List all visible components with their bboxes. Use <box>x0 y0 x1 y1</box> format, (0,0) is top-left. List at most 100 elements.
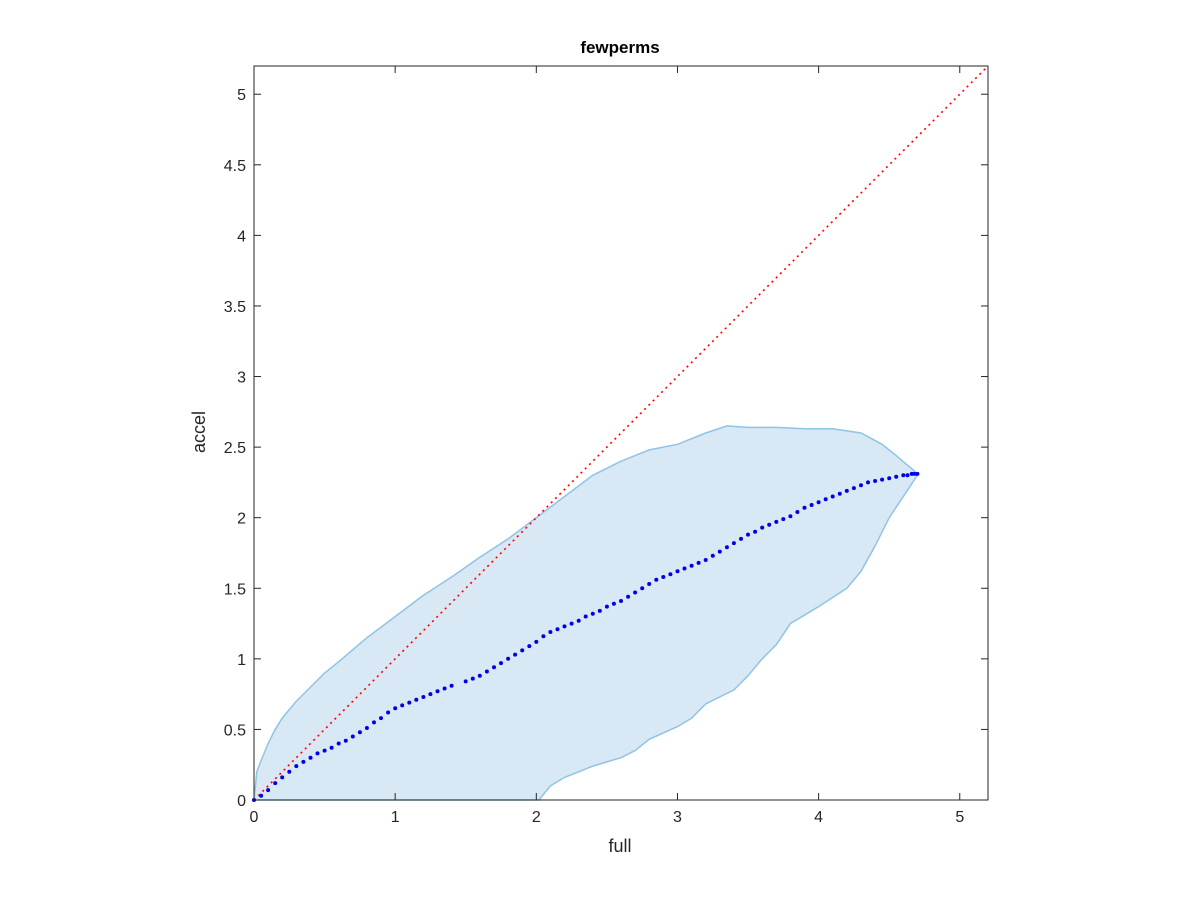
y-tick-label: 3 <box>237 370 246 387</box>
data-point <box>915 471 920 476</box>
data-point <box>541 634 546 639</box>
data-point <box>746 532 750 537</box>
data-point <box>379 716 383 721</box>
data-point <box>640 586 645 591</box>
data-point <box>576 618 581 623</box>
x-tick-label: 2 <box>532 809 541 826</box>
data-point <box>619 599 623 603</box>
y-tick-label: 0 <box>237 793 246 810</box>
data-point <box>350 734 355 739</box>
data-point <box>435 689 440 694</box>
data-point <box>912 471 917 476</box>
data-point <box>527 644 532 649</box>
y-tick-label: 2 <box>237 511 246 528</box>
data-point <box>308 755 313 760</box>
data-point <box>463 679 468 684</box>
data-point <box>647 582 652 586</box>
axes-box <box>253 65 989 801</box>
data-point <box>844 488 849 493</box>
y-tick-label: 1.5 <box>224 581 246 598</box>
chart-title: fewperms <box>580 38 659 57</box>
data-point <box>534 639 539 644</box>
data-point <box>414 697 419 702</box>
data-point <box>753 529 758 534</box>
data-point <box>287 769 292 774</box>
y-axis-label: accel <box>189 411 209 453</box>
data-point <box>343 738 348 743</box>
y-tick-label: 4 <box>237 228 246 245</box>
y-tick-label: 1 <box>237 652 246 669</box>
data-point <box>894 474 899 479</box>
data-point <box>873 479 878 483</box>
data-point <box>421 695 426 699</box>
x-tick-label: 1 <box>391 809 400 826</box>
x-axis-ticks: 0 1 2 3 4 5 <box>250 66 964 826</box>
data-point <box>633 590 638 595</box>
data-point <box>668 572 673 577</box>
data-point <box>555 627 560 632</box>
data-point <box>816 500 821 505</box>
data-point <box>760 525 765 530</box>
data-point <box>696 560 701 565</box>
data-point <box>280 775 285 780</box>
data-point <box>887 476 892 481</box>
data-point <box>590 611 595 616</box>
data-point <box>400 703 405 708</box>
data-point <box>386 710 391 715</box>
data-point <box>675 569 680 574</box>
data-point <box>372 720 376 725</box>
data-point <box>506 656 511 661</box>
data-point <box>788 514 793 519</box>
data-point <box>717 549 722 554</box>
data-point <box>442 686 447 691</box>
data-point <box>905 473 910 478</box>
data-point <box>795 510 800 514</box>
data-point <box>781 517 786 522</box>
data-points <box>252 471 920 802</box>
y-tick-label: 3.5 <box>224 299 246 316</box>
data-point <box>562 624 567 629</box>
data-point <box>710 553 715 558</box>
identity-line <box>253 65 989 801</box>
data-point <box>470 676 475 681</box>
data-point <box>809 503 814 507</box>
data-point <box>604 604 609 609</box>
data-point <box>880 477 885 482</box>
data-point <box>492 665 496 670</box>
data-point <box>859 483 863 488</box>
y-tick-label: 5 <box>237 87 246 104</box>
data-point <box>682 566 687 571</box>
distribution-band <box>253 425 919 801</box>
data-point <box>315 751 320 756</box>
plot-area <box>252 65 989 802</box>
data-point <box>449 683 454 688</box>
data-point <box>823 497 828 502</box>
data-point <box>569 621 574 626</box>
data-point <box>294 764 299 769</box>
data-point <box>851 486 856 491</box>
data-point <box>484 669 489 674</box>
data-point <box>654 577 659 582</box>
data-point <box>830 494 835 499</box>
y-axis-ticks: 0 0.5 1 1.5 2 2.5 3 3.5 4 4.5 5 <box>224 87 988 810</box>
data-point <box>739 536 743 541</box>
data-point <box>329 745 334 750</box>
x-tick-label: 0 <box>250 809 259 826</box>
data-point <box>520 648 525 653</box>
y-tick-label: 4.5 <box>224 158 246 175</box>
data-point <box>689 563 694 568</box>
data-point <box>767 522 772 527</box>
data-point <box>731 541 736 546</box>
data-point <box>259 793 264 798</box>
data-point <box>266 788 271 793</box>
data-point <box>428 692 433 697</box>
data-point <box>802 505 807 510</box>
data-point <box>364 726 369 730</box>
x-tick-label: 3 <box>673 809 682 826</box>
data-point <box>301 759 306 764</box>
data-point <box>336 741 341 746</box>
x-tick-label: 4 <box>814 809 823 826</box>
data-point <box>724 545 729 550</box>
y-tick-label: 0.5 <box>224 722 246 739</box>
